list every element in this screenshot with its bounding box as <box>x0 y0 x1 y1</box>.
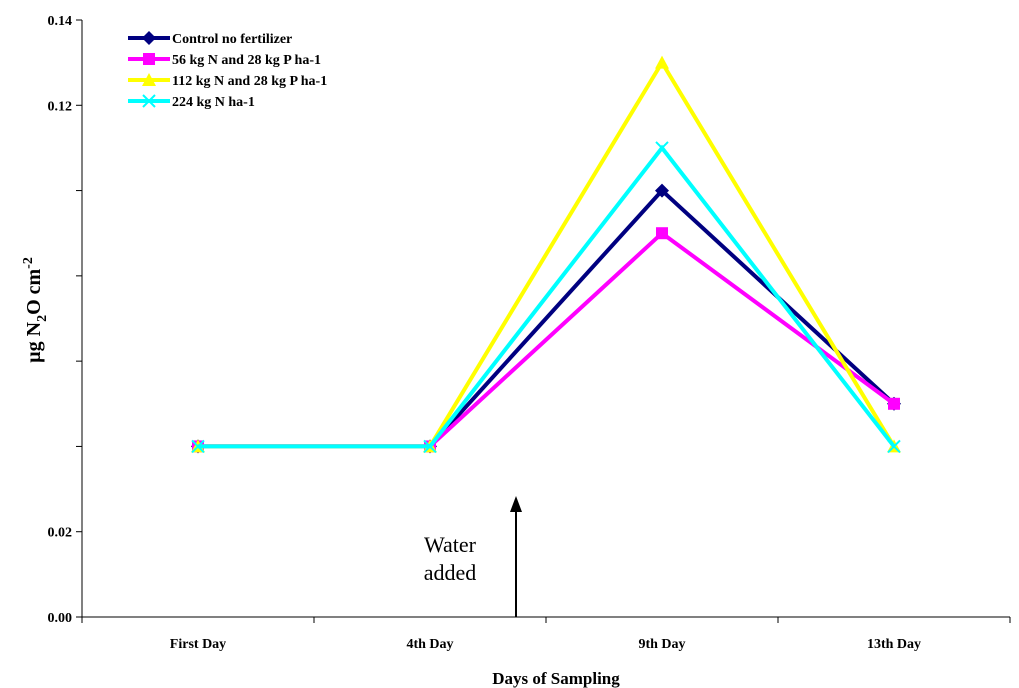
y-axis-title-subscript: 2 <box>35 315 50 322</box>
x-axis-title: Days of Sampling <box>492 669 620 688</box>
legend-item: 112 kg N and 28 kg P ha-1 <box>128 73 327 89</box>
series-layer <box>191 55 901 454</box>
annotation-text: added <box>424 560 477 585</box>
axes: 0.00 0.02 0.12 0.14 First Day 4th Day 9th Day 1… <box>48 14 1011 652</box>
x-tick-label: 9th Day <box>638 637 685 652</box>
legend-swatch-marker <box>142 94 156 108</box>
series-4 <box>191 141 901 454</box>
series-3 <box>191 55 901 453</box>
annotation-text: Water <box>424 532 477 557</box>
legend-swatch-marker <box>143 53 155 65</box>
data-point <box>191 439 205 454</box>
y-tick-label: 0.02 <box>48 526 73 541</box>
x-tick-label: 13th Day <box>867 637 921 652</box>
x-tick-label: First Day <box>170 637 226 652</box>
legend-label: Control no fertilizer <box>172 32 292 47</box>
legend: Control no fertilizer 56 kg N and 28 kg P… <box>128 31 327 110</box>
legend-item: 224 kg N ha-1 <box>128 94 255 110</box>
y-axis-title-part: O cm <box>23 268 45 314</box>
data-point <box>655 55 669 69</box>
legend-label: 112 kg N and 28 kg P ha-1 <box>172 74 327 89</box>
series-line <box>198 144 896 449</box>
series-line <box>198 58 896 449</box>
x-tick-label: 4th Day <box>406 637 453 652</box>
series-2 <box>192 227 900 453</box>
series-line <box>198 187 896 449</box>
annotation-layer: Water added <box>424 496 522 617</box>
data-point <box>887 439 901 454</box>
legend-label: 56 kg N and 28 kg P ha-1 <box>172 53 321 68</box>
y-tick-label: 0.00 <box>48 611 73 626</box>
y-tick-label: 0.14 <box>48 14 73 29</box>
y-axis-title-part: µg N <box>23 321 45 363</box>
data-point <box>655 141 669 155</box>
legend-swatch-marker <box>142 31 156 45</box>
data-point <box>888 397 900 410</box>
data-point <box>655 183 669 198</box>
annotation-arrow-head <box>510 496 522 512</box>
y-axis-title-superscript: -2 <box>21 257 36 269</box>
y-axis-title: µg N2O cm-2 <box>21 257 50 363</box>
legend-swatch-marker <box>142 73 156 86</box>
legend-item: 56 kg N and 28 kg P ha-1 <box>128 53 321 68</box>
data-point <box>423 439 437 454</box>
y-tick-label: 0.12 <box>48 99 73 114</box>
data-point <box>656 227 668 240</box>
legend-item: Control no fertilizer <box>128 31 292 47</box>
legend-label: 224 kg N ha-1 <box>172 95 255 110</box>
series-line <box>198 230 896 449</box>
